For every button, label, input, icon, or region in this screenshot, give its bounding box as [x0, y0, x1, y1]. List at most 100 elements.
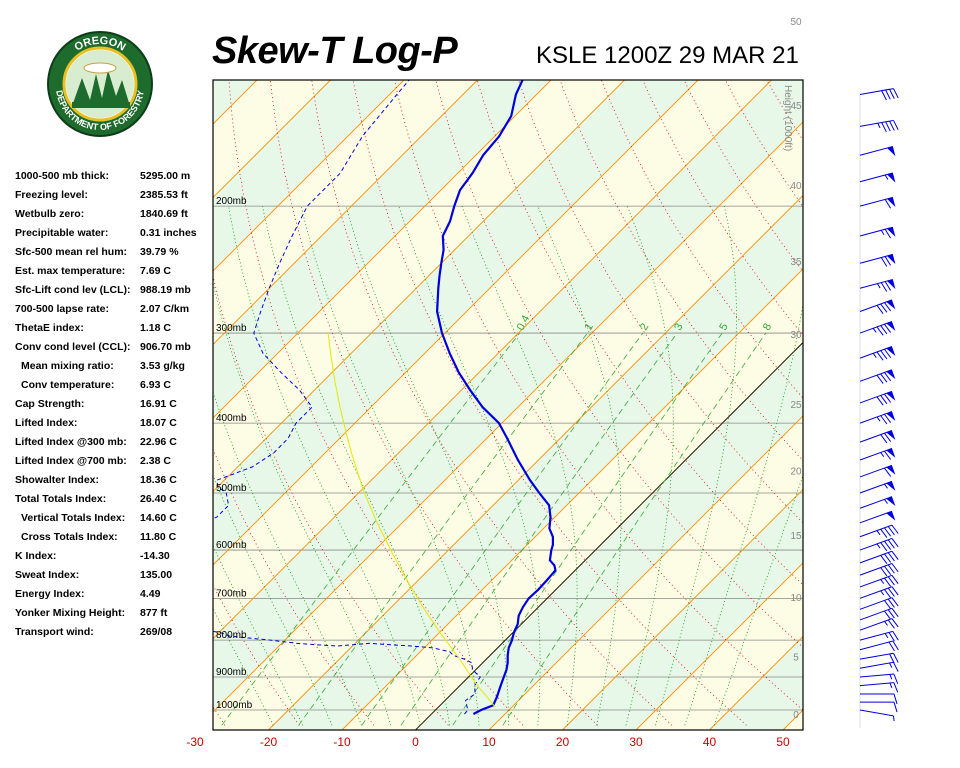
wind-barb-full [889, 120, 895, 131]
dry-adiabat [912, 0, 960, 725]
pressure-level-label: 700mb [216, 588, 247, 599]
wind-barb-full [884, 323, 892, 333]
index-label: Transport wind: [15, 626, 94, 638]
height-tick-label: 15 [790, 531, 802, 542]
isotherm-line [268, 194, 803, 730]
wind-barb-full [891, 597, 899, 607]
wind-barb-full [880, 325, 888, 335]
wind-barb [859, 320, 896, 336]
plot-area: 0.4 1 2 3 5 8 [0, 0, 960, 730]
wind-barb-full [884, 393, 892, 403]
height-tick-label: 40 [790, 181, 802, 192]
wind-barb-half [889, 674, 893, 680]
index-row: Precipitable water: 0.31 inches [15, 225, 215, 244]
isotherm-line [0, 80, 110, 730]
index-row: Conv cond level (CCL): 906.70 mb [15, 339, 215, 358]
index-label: 1000-500 mb thick: [15, 170, 109, 182]
index-label: Lifted Index: [15, 417, 78, 429]
wind-barb [859, 586, 899, 599]
wind-barb [859, 537, 899, 552]
index-row: Total Totals Index: 26.40 C [15, 491, 215, 510]
x-tick-label: -20 [260, 735, 278, 749]
mixing-ratio-line [298, 332, 588, 726]
height-tick-label: 35 [790, 257, 802, 268]
wind-barb-flag [886, 299, 896, 310]
wind-barb-full [887, 526, 895, 536]
index-row: Energy Index: 4.49 [15, 586, 215, 605]
station-time-label: KSLE 1200Z 29 MAR 21 [536, 42, 799, 69]
wind-barb-half [872, 353, 877, 358]
wind-barb [859, 411, 896, 425]
isotherm-band [0, 80, 110, 730]
wind-barb-flag [886, 321, 896, 331]
height-tick-label: 25 [790, 400, 802, 411]
mixing-ratio-line [502, 332, 767, 726]
index-label: Energy Index: [15, 588, 85, 600]
wind-barb-full [876, 374, 884, 384]
index-row: Mean mixing ratio: 3.53 g/kg [15, 358, 215, 377]
height-tick-label: 30 [790, 330, 802, 341]
wind-barb-full [884, 302, 892, 312]
x-tick-label: 10 [482, 735, 496, 749]
index-row: Cap Strength: 16.91 C [15, 396, 215, 415]
wind-barb-full [880, 567, 888, 577]
logo-top-text: OREGON [73, 35, 128, 54]
moist-adiabat [262, 206, 450, 726]
isotherm-line [213, 80, 405, 272]
index-label: Cross Totals Index: [21, 531, 118, 543]
index-row: Transport wind: 269/08 [15, 624, 215, 643]
height-tick-label: 45 [790, 101, 802, 112]
wind-barb-full [880, 282, 888, 292]
wind-barb-staff [859, 346, 893, 359]
wind-barb-full [893, 673, 899, 684]
index-label: Showalter Index: [15, 474, 100, 486]
x-tick-label: 40 [703, 735, 717, 749]
wind-barb-half [889, 682, 893, 689]
wind-barb-full [887, 609, 895, 619]
moist-adiabat [228, 206, 421, 726]
wind-barb-full [891, 575, 899, 584]
wind-barb [859, 682, 899, 693]
wind-barb-full [884, 348, 892, 358]
wind-barb [859, 253, 896, 267]
index-row: Sfc-Lift cond lev (LCL): 988.19 mb [15, 282, 215, 301]
index-value: 2.07 C/km [140, 303, 190, 315]
wind-barb-flag [887, 254, 896, 265]
wind-barb-half [889, 662, 893, 668]
isotherm-line [213, 80, 625, 493]
stability-indices-list: 1000-500 mb thick: 5295.00 m Freezing leve… [15, 168, 215, 643]
wind-barb-flag [887, 227, 896, 237]
wind-barb-full [891, 618, 899, 628]
index-label: Sfc-Lift cond lev (LCL): [15, 284, 131, 296]
wind-barb-staff [859, 709, 894, 717]
x-tick-label: -10 [333, 735, 351, 749]
index-row: Lifted Index @700 mb: 2.38 C [15, 453, 215, 472]
wind-barb-staff [859, 430, 893, 443]
wind-barb [859, 652, 899, 664]
height-axis-title: Height (1000ft) [782, 85, 793, 151]
index-label: Sfc-500 mean rel hum: [15, 246, 128, 258]
isotherm-line [213, 80, 699, 566]
wind-barb-half [884, 633, 889, 639]
wind-barb [859, 607, 899, 621]
index-row: 1000-500 mb thick: 5295.00 m [15, 168, 215, 187]
wind-barb-full [889, 89, 895, 99]
index-value: 18.36 C [140, 474, 177, 486]
wind-barb-staff [859, 661, 894, 669]
wind-barb-full [880, 528, 888, 538]
wind-barb-full [884, 413, 892, 423]
index-label: Vertical Totals Index: [21, 512, 126, 524]
index-value: 7.69 C [140, 265, 171, 277]
wind-barb-flag [886, 511, 896, 521]
isotherm-line [213, 80, 331, 199]
wind-barb-full [887, 587, 895, 597]
wind-barb-full [884, 467, 892, 477]
wind-barb-flag [886, 369, 896, 380]
pressure-level-label: 500mb [216, 483, 247, 494]
pressure-level-label: 1000mb [216, 700, 253, 711]
index-value: 3.53 g/kg [140, 360, 185, 372]
wind-barb-full [876, 351, 884, 361]
wind-barb-full [884, 432, 892, 442]
wind-barb [859, 226, 896, 239]
index-row: Cross Totals Index: 11.80 C [15, 529, 215, 548]
